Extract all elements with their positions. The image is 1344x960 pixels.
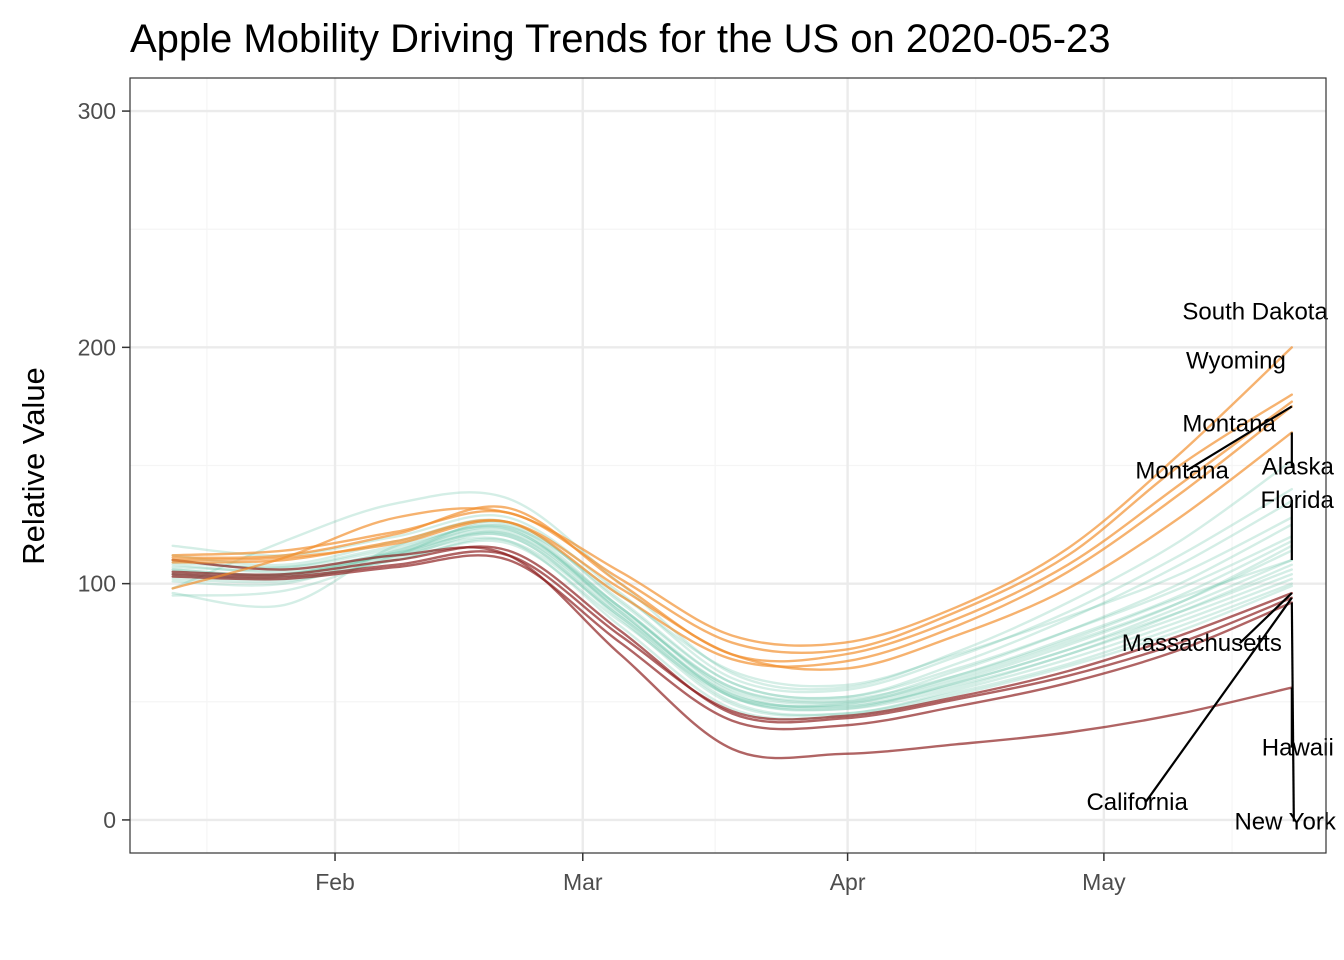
series-lines — [171, 346, 1293, 760]
series-line-alaska — [171, 431, 1293, 671]
x-tick-label: Mar — [563, 869, 603, 895]
series-line-massachusetts — [171, 550, 1293, 721]
series-line-california — [171, 545, 1293, 724]
label-wyoming: Wyoming — [1186, 348, 1286, 375]
leader-line-california — [1144, 597, 1293, 803]
series-line-other-14 — [171, 536, 1293, 721]
label-hawaii: Hawaii — [1262, 735, 1334, 762]
series-line-other-8 — [171, 528, 1293, 704]
label-montana: Montana — [1135, 457, 1229, 484]
x-tick-label: May — [1082, 869, 1126, 895]
x-tick-label: Apr — [830, 869, 866, 895]
panel-border — [129, 77, 1327, 854]
series-line-hawaii — [171, 554, 1293, 731]
label-florida: Florida — [1260, 487, 1334, 514]
series-line-other-2 — [171, 487, 1293, 694]
y-tick-label: 300 — [78, 98, 116, 124]
label-new-york: New York — [1234, 809, 1336, 836]
series-line-south-dakota — [171, 346, 1293, 647]
label-massachusetts: Massachusetts — [1122, 630, 1282, 657]
y-tick-label: 0 — [103, 807, 116, 833]
label-california: California — [1086, 789, 1188, 816]
label-alaska: Alaska — [1262, 453, 1335, 480]
series-line-other-5 — [171, 520, 1293, 705]
label-south-dakota: South Dakota — [1182, 298, 1328, 325]
chart-title: Apple Mobility Driving Trends for the US… — [130, 17, 1111, 61]
series-line-other-11 — [171, 537, 1293, 712]
leader-line-montana — [1186, 405, 1293, 472]
series-line-wyoming — [171, 393, 1293, 655]
x-tick-label: Feb — [315, 869, 355, 895]
series-line-new-york — [171, 546, 1293, 760]
series-line-montana — [171, 405, 1293, 668]
series-line-other-16 — [171, 530, 1293, 708]
series-line-other-4 — [171, 516, 1293, 688]
y-tick-label: 100 — [78, 571, 116, 597]
series-line-other-10 — [171, 525, 1293, 709]
leader-line-new-york — [1290, 602, 1295, 822]
series-line-other-15 — [171, 539, 1293, 710]
axes: Feb Mar Apr May 0 100 200 300 — [78, 98, 1126, 895]
y-axis-title: Relative Value — [16, 367, 51, 565]
leader-line-massachusetts — [1239, 592, 1293, 644]
y-tick-label: 200 — [78, 334, 116, 360]
grid-lines — [130, 78, 1326, 853]
series-line-other-1 — [171, 459, 1293, 691]
